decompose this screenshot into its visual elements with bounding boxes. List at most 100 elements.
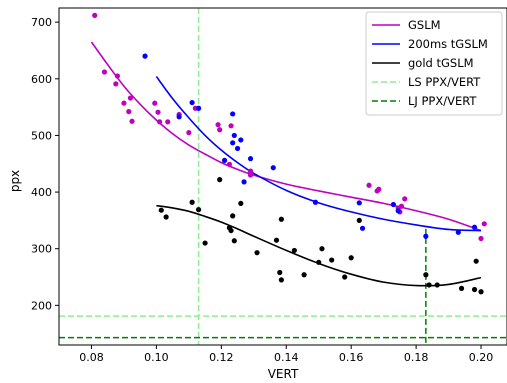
data-point-2-7 bbox=[230, 140, 236, 146]
fit-curve-2 bbox=[155, 76, 482, 232]
x-tick-label-1: 0.08 bbox=[79, 351, 104, 364]
y-tick-label-4: 500 bbox=[31, 129, 52, 142]
data-point-3-23 bbox=[348, 255, 354, 261]
data-point-3-10 bbox=[231, 238, 237, 244]
data-point-2-20 bbox=[455, 229, 461, 235]
data-point-1-29 bbox=[478, 235, 484, 242]
data-point-2-18 bbox=[395, 208, 401, 214]
scatter-points bbox=[92, 12, 487, 295]
data-point-1-3 bbox=[113, 81, 119, 87]
data-point-3-17 bbox=[291, 247, 297, 254]
data-point-3-8 bbox=[228, 227, 234, 234]
data-point-3-12 bbox=[254, 250, 260, 256]
data-point-3-31 bbox=[478, 289, 484, 295]
data-point-1-2 bbox=[101, 69, 108, 75]
x-tick-label-7: 0.20 bbox=[469, 351, 494, 364]
data-point-3-25 bbox=[423, 272, 429, 278]
y-tick-label-3: 400 bbox=[31, 186, 52, 199]
data-point-3-30 bbox=[473, 258, 479, 264]
data-point-2-16 bbox=[359, 225, 366, 231]
x-tick-label-2: 0.10 bbox=[144, 351, 169, 364]
data-point-2-3 bbox=[189, 99, 195, 106]
data-point-3-24 bbox=[356, 217, 362, 223]
data-point-2-5 bbox=[221, 157, 228, 163]
data-point-3-1 bbox=[158, 207, 164, 213]
data-point-1-16 bbox=[215, 122, 221, 128]
data-point-2-6 bbox=[230, 111, 236, 117]
data-point-2-21 bbox=[471, 224, 478, 230]
data-point-3-2 bbox=[163, 214, 169, 220]
data-point-1-17 bbox=[217, 127, 223, 133]
data-point-1-6 bbox=[126, 109, 132, 115]
data-point-1-22 bbox=[366, 182, 372, 188]
x-tick-label-4: 0.14 bbox=[274, 351, 299, 364]
data-point-1-27 bbox=[398, 203, 405, 209]
plot-frame bbox=[58, 7, 507, 346]
data-point-2-1 bbox=[142, 53, 148, 59]
reference-lines bbox=[59, 8, 507, 345]
data-point-3-21 bbox=[329, 257, 335, 263]
data-point-1-28 bbox=[402, 196, 408, 202]
data-point-3-14 bbox=[277, 269, 283, 276]
y-tick-label-5: 600 bbox=[31, 73, 52, 86]
data-point-1-14 bbox=[186, 130, 192, 136]
data-point-1-24 bbox=[376, 186, 382, 192]
data-point-2-19 bbox=[423, 233, 429, 239]
x-axis-label: VERT bbox=[268, 367, 299, 381]
data-point-3-27 bbox=[434, 282, 440, 288]
data-point-1-18 bbox=[226, 161, 233, 167]
data-point-3-29 bbox=[471, 286, 478, 293]
legend-label-3: gold tGSLM bbox=[408, 56, 474, 70]
data-point-3-13 bbox=[273, 237, 280, 243]
data-point-1-21 bbox=[247, 168, 254, 174]
data-point-2-15 bbox=[356, 200, 362, 206]
data-point-1-19 bbox=[228, 123, 234, 129]
data-point-1-12 bbox=[165, 119, 171, 125]
axes: 0.08 0.10 0.12 0.14 0.16 0.18 0.20 200 300 400 500… bbox=[31, 7, 507, 364]
x-tick-label-5: 0.16 bbox=[339, 351, 364, 364]
legend-box bbox=[365, 11, 503, 116]
legend-label-2: 200ms tGSLM bbox=[408, 37, 488, 51]
x-tick-label-6: 0.18 bbox=[404, 351, 429, 364]
legend-label-1: GSLM bbox=[408, 18, 441, 32]
data-point-3-5 bbox=[202, 240, 208, 246]
data-point-3-11 bbox=[238, 200, 244, 207]
data-point-1-20 bbox=[247, 172, 254, 178]
data-point-1-5 bbox=[121, 100, 127, 106]
data-point-2-2 bbox=[176, 114, 182, 120]
data-point-2-9 bbox=[234, 145, 241, 152]
data-point-2-8 bbox=[231, 132, 237, 139]
fit-curve-3 bbox=[156, 204, 482, 287]
data-point-3-16 bbox=[278, 216, 284, 222]
y-tick-label-1: 200 bbox=[31, 299, 52, 312]
x-tick-label-3: 0.12 bbox=[209, 351, 234, 364]
legend-label-5: LJ PPX/VERT bbox=[408, 94, 477, 108]
data-point-3-18 bbox=[301, 272, 307, 278]
data-point-2-4 bbox=[195, 105, 202, 111]
data-point-3-26 bbox=[426, 282, 432, 288]
legend: GSLM 200ms tGSLM gold tGSLM LS PPX/VERT LJ P… bbox=[365, 11, 503, 116]
data-point-2-17 bbox=[390, 201, 396, 208]
data-point-3-3 bbox=[189, 199, 195, 205]
data-point-2-11 bbox=[241, 179, 247, 185]
data-point-3-20 bbox=[319, 246, 325, 252]
data-point-3-15 bbox=[278, 277, 284, 283]
data-point-1-30 bbox=[481, 221, 487, 227]
y-tick-label-2: 300 bbox=[31, 243, 52, 256]
data-point-3-6 bbox=[217, 177, 223, 183]
data-point-3-19 bbox=[316, 259, 322, 265]
data-point-2-12 bbox=[247, 156, 254, 162]
data-point-2-10 bbox=[238, 137, 244, 143]
data-point-1-10 bbox=[155, 109, 161, 115]
data-point-1-7 bbox=[127, 95, 134, 101]
data-point-3-22 bbox=[342, 274, 348, 280]
legend-label-4: LS PPX/VERT bbox=[408, 75, 481, 89]
data-point-3-4 bbox=[195, 207, 202, 213]
data-point-1-4 bbox=[114, 73, 121, 79]
data-point-3-28 bbox=[458, 285, 465, 291]
data-point-2-13 bbox=[270, 165, 276, 171]
data-point-1-9 bbox=[152, 100, 158, 106]
data-point-1-8 bbox=[129, 118, 135, 124]
